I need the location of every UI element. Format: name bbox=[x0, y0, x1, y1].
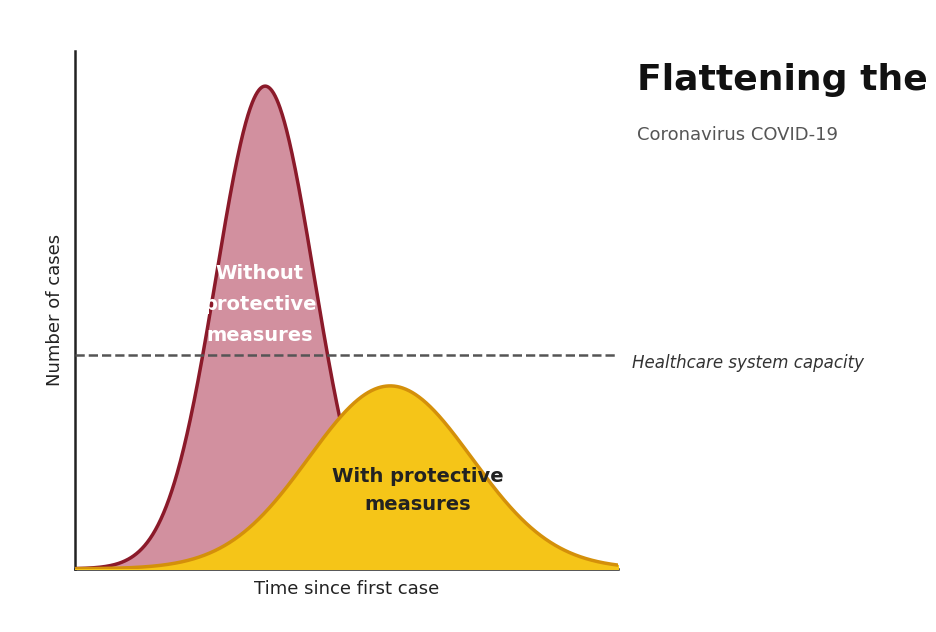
Text: Flattening the curve: Flattening the curve bbox=[636, 63, 936, 97]
Text: Without
protective
measures: Without protective measures bbox=[203, 264, 316, 345]
Text: Healthcare system capacity: Healthcare system capacity bbox=[632, 355, 864, 372]
X-axis label: Time since first case: Time since first case bbox=[254, 580, 439, 598]
Y-axis label: Number of cases: Number of cases bbox=[46, 234, 64, 386]
Text: With protective
measures: With protective measures bbox=[331, 466, 503, 514]
Text: Coronavirus COVID-19: Coronavirus COVID-19 bbox=[636, 126, 838, 144]
